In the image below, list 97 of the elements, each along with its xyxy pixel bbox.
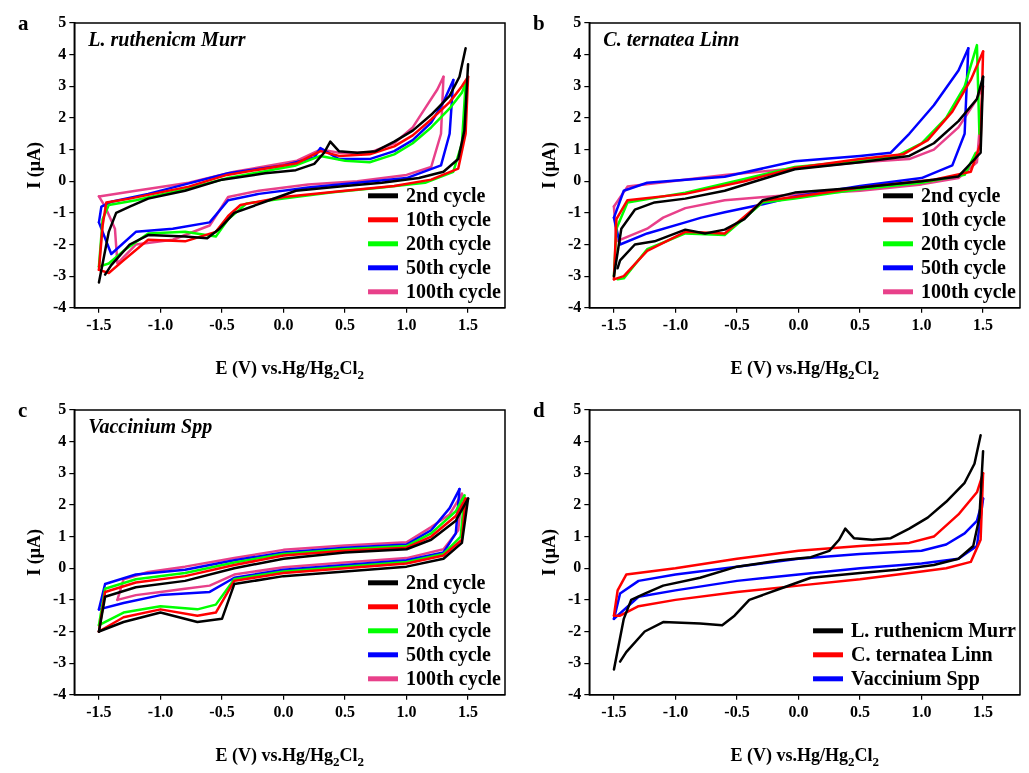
y-tick-label: -1	[53, 590, 67, 608]
y-tick-label: -1	[53, 203, 67, 221]
x-tick-label: 0.5	[335, 315, 356, 333]
x-tick-label: -0.5	[209, 315, 235, 333]
y-tick-label: 3	[573, 76, 582, 94]
x-tick-label: 1.0	[396, 702, 417, 720]
legend-label: L. ruthenicm Murr	[851, 618, 1017, 641]
chart-title: d	[533, 397, 545, 422]
y-tick-label: -4	[568, 684, 582, 702]
annotation: C. ternatea Linn	[603, 28, 740, 51]
y-tick-label: -4	[568, 297, 582, 315]
y-tick-label: 5	[573, 13, 582, 31]
y-tick-label: 1	[573, 526, 582, 544]
y-tick-label: 0	[58, 171, 67, 189]
x-tick-label: -0.5	[209, 702, 235, 720]
y-tick-label: 2	[573, 495, 582, 513]
legend-label: Vaccinium Spp	[851, 666, 980, 690]
y-tick-label: -4	[53, 684, 67, 702]
annotation: L. ruthenicm Murr	[87, 28, 246, 51]
y-tick-label: 5	[58, 13, 67, 31]
x-tick-label: -0.5	[724, 315, 750, 333]
x-tick-label: 0.5	[850, 702, 871, 720]
x-tick-label: -1.5	[86, 702, 112, 720]
y-tick-label: 5	[573, 400, 582, 418]
x-tick-label: 0.5	[335, 702, 356, 720]
y-tick-label: 2	[58, 108, 67, 126]
x-tick-label: -1.0	[147, 702, 174, 720]
y-tick-label: -1	[568, 590, 582, 608]
legend-label: 20th cycle	[406, 231, 492, 255]
legend-label: 100th cycle	[406, 666, 502, 690]
legend-label: 50th cycle	[921, 255, 1007, 279]
legend-label: 2nd cycle	[406, 183, 486, 207]
y-axis-title: I (μA)	[539, 142, 560, 189]
x-tick-label: 1.5	[973, 315, 994, 333]
y-tick-label: 0	[58, 558, 67, 576]
x-tick-label: 0.0	[788, 702, 809, 720]
y-tick-label: 4	[58, 44, 67, 62]
y-tick-label: -3	[568, 266, 582, 284]
x-tick-label: -1.0	[662, 315, 689, 333]
y-tick-label: 4	[58, 431, 67, 449]
y-tick-label: -4	[53, 297, 67, 315]
y-tick-label: 0	[573, 558, 582, 576]
legend-label: 2nd cycle	[921, 183, 1001, 207]
x-tick-label: 0.0	[788, 315, 809, 333]
y-axis-title: I (μA)	[24, 142, 45, 189]
legend-label: 10th cycle	[406, 207, 492, 231]
chart-title: a	[18, 10, 29, 35]
x-tick-label: 1.5	[973, 702, 994, 720]
y-tick-label: -2	[568, 621, 582, 639]
legend-label: C. ternatea Linn	[851, 642, 993, 665]
legend-label: 20th cycle	[406, 618, 492, 642]
y-tick-label: 2	[58, 495, 67, 513]
legend-label: 10th cycle	[406, 594, 492, 618]
legend-label: 50th cycle	[406, 642, 492, 666]
x-tick-label: 0.0	[273, 702, 294, 720]
legend-label: 2nd cycle	[406, 570, 486, 594]
y-tick-label: 3	[58, 76, 67, 94]
x-tick-label: 1.0	[911, 702, 932, 720]
x-tick-label: 1.5	[458, 702, 479, 720]
x-tick-label: 1.5	[458, 315, 479, 333]
y-tick-label: 3	[58, 463, 67, 481]
y-tick-label: 4	[573, 44, 582, 62]
legend-label: 100th cycle	[921, 279, 1017, 303]
y-tick-label: -3	[53, 653, 67, 671]
legend-label: 50th cycle	[406, 255, 492, 279]
x-tick-label: -1.5	[601, 315, 627, 333]
y-tick-label: -2	[53, 234, 67, 252]
y-tick-label: -3	[568, 653, 582, 671]
chart-title: b	[533, 10, 545, 35]
x-tick-label: -1.0	[147, 315, 174, 333]
legend-label: 20th cycle	[921, 231, 1007, 255]
x-tick-label: -1.5	[601, 702, 627, 720]
y-tick-label: 1	[573, 139, 582, 157]
legend-label: 100th cycle	[406, 279, 502, 303]
x-tick-label: -1.0	[662, 702, 689, 720]
y-tick-label: 1	[58, 139, 67, 157]
y-tick-label: 3	[573, 463, 582, 481]
x-tick-label: -0.5	[724, 702, 750, 720]
x-tick-label: 0.5	[850, 315, 871, 333]
y-tick-label: 4	[573, 431, 582, 449]
legend-label: 10th cycle	[921, 207, 1007, 231]
y-tick-label: 2	[573, 108, 582, 126]
chart-title: c	[18, 397, 28, 422]
y-tick-label: -1	[568, 203, 582, 221]
x-tick-label: 0.0	[273, 315, 294, 333]
y-tick-label: 0	[573, 171, 582, 189]
y-tick-label: 5	[58, 400, 67, 418]
x-tick-label: 1.0	[396, 315, 417, 333]
y-axis-title: I (μA)	[539, 529, 560, 576]
y-tick-label: 1	[58, 526, 67, 544]
x-tick-label: 1.0	[911, 315, 932, 333]
y-tick-label: -2	[568, 234, 582, 252]
y-axis-title: I (μA)	[24, 529, 45, 576]
x-tick-label: -1.5	[86, 315, 112, 333]
y-tick-label: -3	[53, 266, 67, 284]
annotation: Vaccinium Spp	[88, 415, 213, 439]
y-tick-label: -2	[53, 621, 67, 639]
